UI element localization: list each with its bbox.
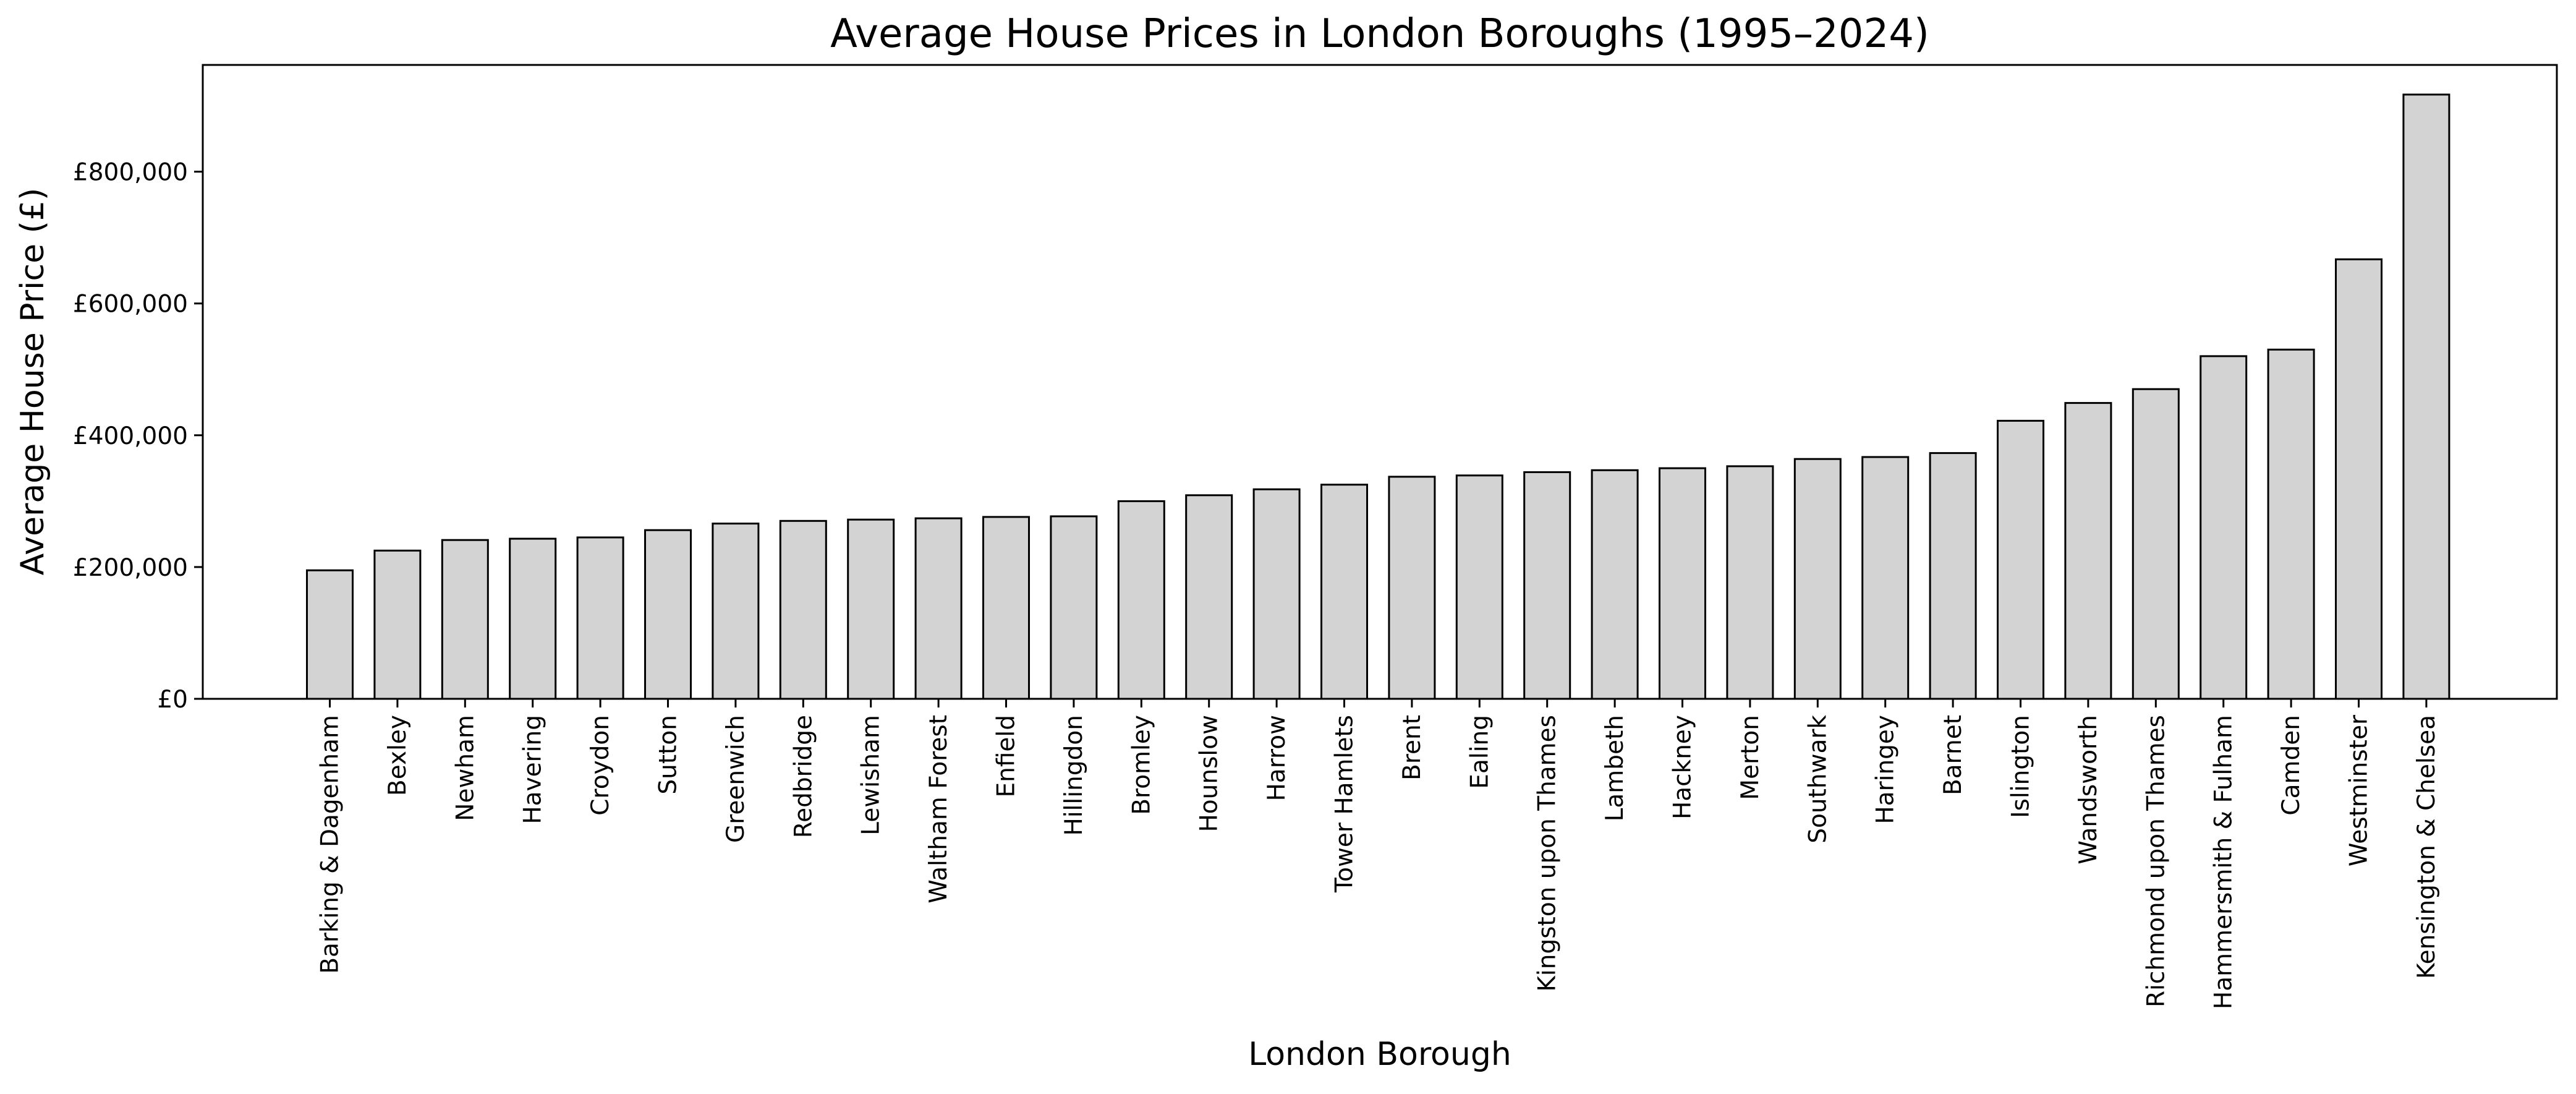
bar-hackney <box>1659 467 1706 700</box>
x-tick-label: Barnet <box>1939 715 1967 795</box>
y-axis-label: Average House Price (£) <box>14 188 51 576</box>
x-tick-label: Southwark <box>1804 715 1832 844</box>
y-tick-label: £600,000 <box>73 291 188 318</box>
bar-tower-hamlets <box>1320 484 1368 700</box>
bar-croydon <box>576 536 624 700</box>
x-tick-label: Waltham Forest <box>925 715 953 904</box>
bar-kingston-upon-thames <box>1523 471 1571 700</box>
y-tick-label: £0 <box>157 686 188 714</box>
x-tick-label: Redbridge <box>789 715 817 838</box>
x-tick-label: Richmond upon Thames <box>2142 715 2170 1007</box>
bar-bexley <box>373 549 422 700</box>
x-tick-label: Hammersmith & Fulham <box>2210 715 2238 1009</box>
bar-hounslow <box>1185 494 1233 700</box>
bar-merton <box>1726 465 1774 700</box>
bar-greenwich <box>712 523 760 700</box>
bar-bromley <box>1117 500 1165 700</box>
x-tick-label: Bexley <box>384 715 412 796</box>
x-tick-label: Merton <box>1736 715 1764 800</box>
x-tick-label: Kensington & Chelsea <box>2413 715 2441 979</box>
x-tick-label: Newham <box>451 715 479 821</box>
x-tick-label: Islington <box>2007 715 2035 818</box>
bar-lambeth <box>1591 469 1639 700</box>
bar-barnet <box>1929 452 1977 700</box>
bar-hillingdon <box>1050 515 1098 700</box>
x-tick-label: Hackney <box>1669 715 1697 819</box>
x-tick-label: Hounslow <box>1196 715 1223 832</box>
x-tick-label: Camden <box>2277 715 2305 816</box>
bar-harrow <box>1252 488 1301 700</box>
x-tick-label: Enfield <box>993 715 1021 798</box>
y-tick-label: £800,000 <box>73 159 188 187</box>
x-tick-label: Bromley <box>1128 715 1155 815</box>
bar-hammersmith-fulham <box>2200 355 2248 700</box>
x-tick-label: Ealing <box>1466 715 1494 789</box>
x-tick-label: Hillingdon <box>1060 715 1088 835</box>
bar-haringey <box>1861 456 1910 700</box>
x-tick-label: Wandsworth <box>2075 715 2102 865</box>
plot-frame <box>202 64 2558 700</box>
bar-sutton <box>644 529 692 700</box>
y-tick-label: £200,000 <box>73 554 188 582</box>
x-tick-label: Croydon <box>587 715 614 816</box>
x-tick-label: Haringey <box>1872 715 1900 824</box>
chart-title: Average House Prices in London Boroughs … <box>830 11 1929 57</box>
x-tick-label: Lewisham <box>857 715 885 835</box>
x-tick-label: Lambeth <box>1601 715 1629 821</box>
x-tick-label: Tower Hamlets <box>1331 715 1359 893</box>
x-tick-label: Kingston upon Thames <box>1534 715 1562 992</box>
x-tick-label: Harrow <box>1263 715 1291 801</box>
x-tick-label: Brent <box>1398 715 1426 780</box>
bar-havering <box>509 537 557 700</box>
bar-richmond-upon-thames <box>2132 388 2180 700</box>
bar-barking-dagenham <box>306 569 354 700</box>
bar-islington <box>1997 419 2044 700</box>
bar-enfield <box>982 516 1030 700</box>
x-axis: Barking & Dagenham Bexley Newham Havering Cr… <box>317 699 2441 1009</box>
x-axis-label: London Borough <box>1248 1036 1511 1073</box>
bars-layer <box>306 93 2451 700</box>
bar-waltham-forest <box>914 517 963 700</box>
bar-lewisham <box>847 518 895 700</box>
bar-redbridge <box>779 519 827 700</box>
bar-kensington-chelsea <box>2402 93 2451 700</box>
x-tick-label: Barking & Dagenham <box>317 715 344 974</box>
x-tick-label: Havering <box>519 715 547 824</box>
x-tick-label: Greenwich <box>722 715 750 843</box>
bar-wandsworth <box>2064 402 2112 700</box>
x-tick-label: Sutton <box>655 715 682 795</box>
bar-camden <box>2267 348 2315 700</box>
y-axis: £0 £200,000 £400,000 £600,000 £800,000 <box>73 159 203 714</box>
y-tick-label: £400,000 <box>73 422 188 450</box>
bar-brent <box>1388 476 1436 700</box>
bar-ealing <box>1455 474 1503 700</box>
bar-westminster <box>2335 258 2383 700</box>
bar-newham <box>441 539 489 700</box>
x-tick-label: Westminster <box>2345 714 2373 866</box>
bar-southwark <box>1793 458 1842 700</box>
